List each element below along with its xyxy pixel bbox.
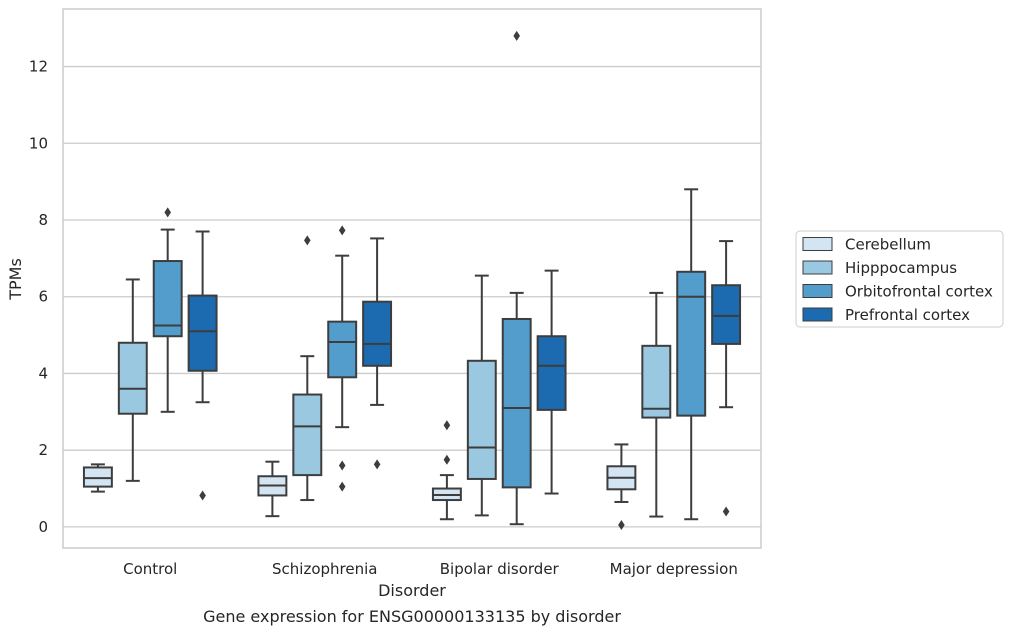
x-axis-ticks: Control Schizophrenia Bipolar disorder Majo…: [123, 560, 738, 578]
box: [187, 294, 218, 372]
box-plot: [187, 230, 218, 501]
y-axis-ticks: 0 2 4 6 8 10 12: [29, 58, 48, 536]
outlier-point: [722, 506, 730, 517]
legend-frame: [795, 230, 1004, 328]
legend-item: Cerebellum: [802, 236, 931, 254]
legend: Cerebellum Hipppocampus Orbitofrontal cort…: [795, 230, 1004, 328]
legend-label: Orbitofrontal cortex: [845, 283, 993, 301]
outlier-point: [338, 460, 346, 471]
y-tick-label: 8: [38, 211, 48, 229]
legend-label: Prefrontal cortex: [845, 306, 970, 324]
outlier-point: [164, 207, 171, 218]
box: [152, 260, 183, 338]
legend-item: Hipppocampus: [802, 259, 957, 277]
x-axis-label: Disorder: [378, 581, 446, 600]
box-plot: [82, 463, 113, 493]
x-tick-label: Major depression: [610, 560, 738, 578]
outlier-point: [199, 490, 206, 501]
y-tick-label: 6: [38, 288, 48, 306]
x-tick-label: Control: [123, 560, 177, 578]
box: [676, 270, 707, 417]
y-tick-label: 10: [29, 134, 48, 152]
legend-label: Hipppocampus: [845, 259, 957, 277]
y-axis-label: TPMs: [6, 258, 25, 301]
legend-item: Orbitofrontal cortex: [802, 283, 993, 301]
box-plot: [606, 443, 637, 530]
box-plot-area: [82, 30, 742, 530]
box: [641, 344, 672, 419]
outlier-point: [373, 459, 381, 470]
box-plot: [327, 225, 358, 492]
box: [117, 341, 148, 415]
box-plot: [152, 207, 183, 413]
legend-swatch: [802, 237, 833, 251]
outlier-point: [443, 454, 451, 465]
box: [466, 359, 497, 480]
y-tick-label: 0: [38, 518, 48, 536]
x-tick-label: Bipolar disorder: [440, 560, 560, 578]
box-plot: [466, 274, 497, 517]
box: [362, 300, 393, 367]
box-plot: [431, 420, 462, 521]
outlier-point: [304, 235, 311, 246]
box: [292, 393, 323, 477]
legend-label: Cerebellum: [845, 236, 931, 254]
outlier-point: [338, 481, 346, 492]
box-plot: [711, 240, 742, 517]
legend-swatch: [802, 307, 833, 322]
box-plot: [536, 269, 567, 495]
box-plot: [641, 291, 672, 518]
legend-swatch: [802, 284, 833, 298]
outlier-point: [513, 30, 520, 41]
box-plot: [676, 188, 707, 521]
legend-swatch: [802, 260, 833, 275]
y-tick-label: 4: [38, 364, 48, 382]
box: [82, 466, 113, 488]
box-plot: [362, 237, 393, 470]
box: [501, 317, 532, 489]
legend-item: Prefrontal cortex: [802, 306, 970, 324]
x-tick-label: Schizophrenia: [272, 560, 377, 578]
chart-caption: Gene expression for ENSG00000133135 by d…: [203, 607, 621, 626]
outlier-point: [338, 225, 346, 236]
plot-frame: [62, 8, 762, 549]
outlier-point: [618, 519, 625, 530]
box: [536, 335, 567, 411]
box-plot: [117, 278, 148, 482]
y-tick-label: 2: [38, 441, 48, 459]
box: [327, 320, 358, 379]
box-plot: [257, 460, 288, 518]
box-plot: [292, 235, 323, 502]
box-plot: [501, 30, 532, 526]
outlier-point: [443, 420, 451, 431]
box: [711, 284, 742, 345]
y-tick-label: 12: [29, 58, 48, 76]
